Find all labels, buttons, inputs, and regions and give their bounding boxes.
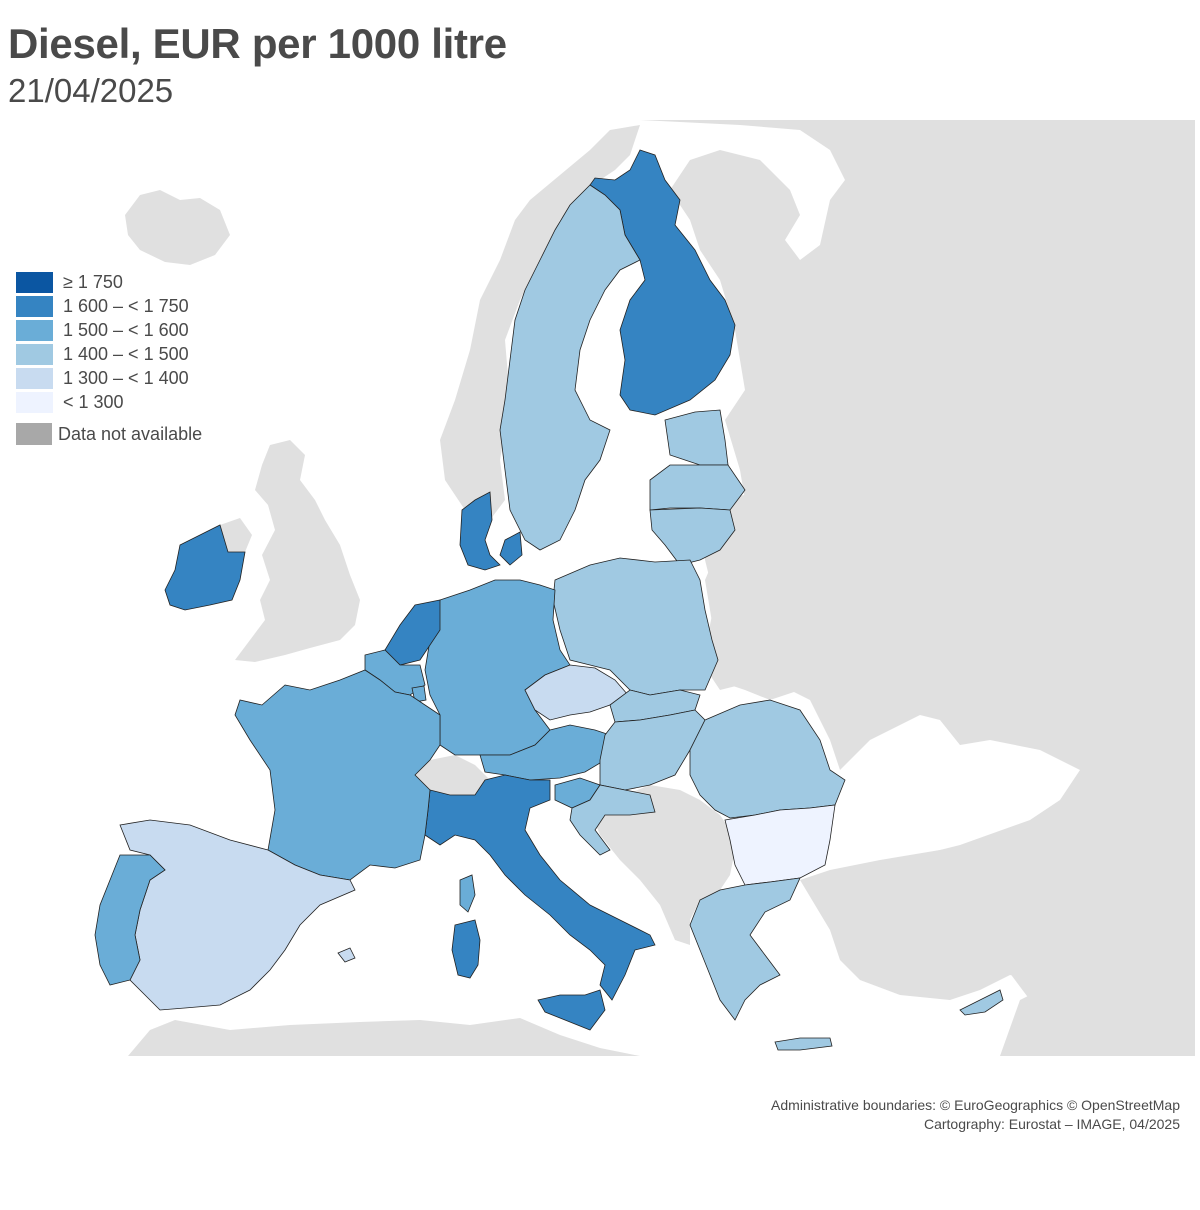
legend-label-1500: 1 500 – < 1 600: [63, 319, 189, 340]
switzerland-landmass: [415, 755, 490, 795]
legend-item-1500: 1 500 – < 1 600: [16, 318, 202, 342]
non-eu-land: [125, 120, 1195, 1056]
region-hungary[interactable]: [599, 709, 706, 791]
region-poland[interactable]: [552, 557, 719, 696]
legend-swatch-1750: [16, 271, 53, 293]
region-portugal[interactable]: [94, 854, 166, 986]
region-greece[interactable]: [689, 877, 801, 1021]
credits-boundaries: Administrative boundaries: © EuroGeograp…: [771, 1097, 1180, 1113]
legend-item-1400: 1 400 – < 1 500: [16, 342, 202, 366]
region-denmark-zealand[interactable]: [499, 531, 523, 566]
region-estonia[interactable]: [664, 409, 729, 466]
region-latvia[interactable]: [649, 464, 746, 511]
legend-item-1300: 1 300 – < 1 400: [16, 366, 202, 390]
region-bulgaria[interactable]: [724, 804, 836, 886]
credits: Administrative boundaries: © EuroGeograp…: [771, 1096, 1180, 1134]
legend-label-1750: ≥ 1 750: [63, 271, 123, 292]
legend-item-lt1300: < 1 300: [16, 390, 202, 414]
north-africa-landmass: [128, 1018, 640, 1056]
region-cyprus[interactable]: [959, 989, 1004, 1016]
region-sweden[interactable]: [499, 184, 641, 551]
region-netherlands[interactable]: [384, 599, 441, 666]
legend-swatch-1300: [16, 367, 53, 389]
legend-item-1600: 1 600 – < 1 750: [16, 294, 202, 318]
region-denmark[interactable]: [459, 491, 501, 571]
region-spain-baleares[interactable]: [337, 947, 356, 963]
region-france[interactable]: [234, 669, 441, 881]
legend-swatch-lt1300: [16, 391, 53, 413]
legend-swatch-1600: [16, 295, 53, 317]
region-italy[interactable]: [424, 774, 656, 1001]
legend-label-1400: 1 400 – < 1 500: [63, 343, 189, 364]
belarus-ukraine-landmass: [700, 495, 995, 720]
map-date: 21/04/2025: [8, 72, 174, 109]
legend-label-lt1300: < 1 300: [63, 391, 124, 412]
legend-label-na: Data not available: [58, 423, 203, 444]
region-germany[interactable]: [424, 579, 571, 756]
region-france-corsica[interactable]: [459, 874, 476, 913]
region-ireland[interactable]: [164, 524, 246, 611]
middle-east-landmass: [1000, 990, 1195, 1056]
region-italy-sardinia[interactable]: [451, 919, 481, 979]
legend-swatch-1400: [16, 343, 53, 365]
map-title: Diesel, EUR per 1000 litre: [8, 20, 507, 67]
northern-ireland-landmass: [220, 518, 252, 552]
norway-landmass: [440, 125, 640, 520]
western-balkans-landmass: [590, 785, 735, 945]
legend-item-na: Data not available: [16, 422, 202, 446]
legend-label-1600: 1 600 – < 1 750: [63, 295, 189, 316]
region-lithuania[interactable]: [649, 507, 736, 566]
legend-swatch-na: [16, 423, 52, 445]
region-croatia[interactable]: [569, 784, 656, 856]
great-britain-landmass: [235, 440, 360, 662]
turkey-landmass: [800, 800, 1195, 1000]
credits-cartography: Cartography: Eurostat – IMAGE, 04/2025: [923, 1116, 1180, 1132]
legend: ≥ 1 750 1 600 – < 1 750 1 500 – < 1 600 …: [16, 270, 202, 446]
legend-swatch-1500: [16, 319, 53, 341]
eu-countries: [94, 149, 1004, 1051]
region-greece-crete[interactable]: [774, 1037, 833, 1051]
region-italy-sicily[interactable]: [537, 989, 606, 1031]
legend-label-1300: 1 300 – < 1 400: [63, 367, 189, 388]
iceland-landmass: [125, 190, 230, 265]
legend-item-1750: ≥ 1 750: [16, 270, 202, 294]
